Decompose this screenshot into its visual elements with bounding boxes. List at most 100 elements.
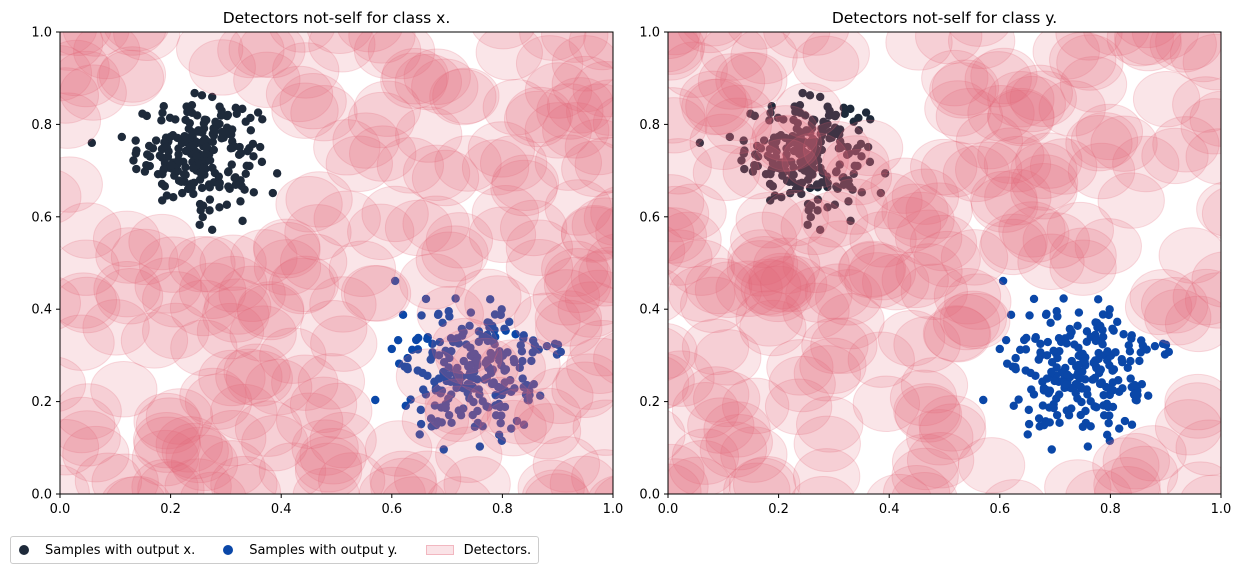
data-point-y bbox=[1127, 420, 1137, 429]
detector-circle bbox=[668, 138, 712, 195]
data-point-x bbox=[791, 184, 801, 194]
data-point-y bbox=[1043, 337, 1053, 347]
detector-circle bbox=[980, 213, 1048, 271]
detector-circle bbox=[588, 475, 613, 494]
detector-circle bbox=[60, 32, 112, 56]
detector-circle bbox=[1191, 251, 1221, 308]
data-point-y bbox=[426, 355, 435, 364]
data-point-y bbox=[1102, 399, 1112, 409]
data-point-x bbox=[836, 143, 845, 153]
data-point-x bbox=[797, 164, 806, 173]
data-point-y bbox=[1094, 348, 1103, 358]
data-point-y bbox=[1130, 380, 1139, 390]
plot-left: 0.0 0.2 0.4 0.6 0.8 1.0 0.0 0.2 0.4 0.6 0.8 1.0 Dete… bbox=[31, 9, 623, 517]
detector-circle bbox=[95, 227, 163, 284]
detector-circle bbox=[104, 32, 169, 52]
data-point-y bbox=[1089, 358, 1098, 367]
data-point-y bbox=[1108, 324, 1117, 333]
detector-circle bbox=[1029, 138, 1098, 195]
detector-circle bbox=[861, 253, 930, 311]
detector-circle bbox=[943, 292, 1011, 350]
data-point-x bbox=[830, 111, 840, 121]
detector-circle bbox=[668, 356, 690, 410]
data-point-y bbox=[470, 422, 480, 431]
data-point-x bbox=[838, 173, 847, 183]
detector-circle bbox=[970, 170, 1038, 228]
detector-circle bbox=[204, 278, 272, 335]
data-point-x bbox=[184, 124, 194, 134]
detector-circle bbox=[532, 269, 601, 326]
data-point-y bbox=[529, 336, 538, 345]
data-point-x bbox=[801, 127, 811, 136]
detector-circle bbox=[384, 199, 453, 257]
data-point-y bbox=[431, 383, 441, 393]
detector-circle bbox=[583, 32, 613, 69]
detector-circle bbox=[744, 265, 812, 323]
data-point-y bbox=[1046, 318, 1055, 327]
detector-circle bbox=[271, 354, 339, 411]
data-point-y bbox=[465, 321, 474, 330]
detector-circle bbox=[361, 185, 429, 243]
data-point-y bbox=[1052, 410, 1062, 420]
data-point-y bbox=[534, 345, 543, 354]
data-point-x bbox=[193, 127, 203, 136]
detector-circle bbox=[353, 32, 422, 79]
legend: Samples with output x. Samples with outp… bbox=[10, 536, 540, 564]
detector-circle bbox=[1114, 32, 1182, 72]
detector-circle bbox=[891, 433, 960, 491]
x-tick-label: 0.4 bbox=[271, 502, 292, 517]
data-point-y bbox=[1001, 335, 1011, 345]
detector-circle bbox=[91, 453, 159, 494]
data-point-y bbox=[998, 276, 1008, 286]
detector-circle bbox=[74, 452, 143, 494]
data-point-x bbox=[822, 172, 831, 181]
detector-circle bbox=[801, 191, 869, 248]
data-point-y bbox=[509, 354, 518, 364]
detector-circle bbox=[668, 323, 698, 380]
detector-circle bbox=[272, 42, 340, 99]
detector-circle bbox=[590, 186, 613, 241]
detector-circle bbox=[376, 137, 444, 194]
detector-circle bbox=[668, 32, 701, 60]
detector-circle bbox=[328, 240, 397, 297]
data-point-y bbox=[1034, 414, 1044, 423]
detector-circle bbox=[292, 467, 360, 494]
detector-circle bbox=[668, 174, 705, 231]
data-point-y bbox=[1103, 347, 1112, 356]
data-point-y bbox=[1016, 345, 1025, 355]
detector-circle bbox=[60, 314, 115, 371]
detector-circle bbox=[217, 32, 285, 79]
data-point-x bbox=[181, 163, 190, 172]
detector-circle bbox=[238, 32, 306, 79]
data-point-x bbox=[205, 206, 214, 215]
detector-circle bbox=[979, 218, 1047, 276]
data-point-x bbox=[214, 172, 223, 181]
detector-circle bbox=[576, 79, 613, 136]
data-point-y bbox=[1062, 380, 1071, 389]
data-point-x bbox=[196, 168, 205, 177]
detector-circle bbox=[479, 399, 547, 457]
detector-circle bbox=[921, 49, 989, 107]
detector-circle bbox=[801, 317, 869, 375]
data-point-y bbox=[416, 405, 426, 415]
detector-circle bbox=[99, 32, 167, 56]
detector-circle bbox=[1164, 295, 1221, 353]
data-point-x bbox=[844, 149, 854, 158]
detector-circle bbox=[727, 229, 795, 286]
detector-circle bbox=[1140, 277, 1209, 334]
detector-circle bbox=[920, 141, 989, 198]
detector-circle bbox=[1017, 233, 1085, 290]
data-point-x bbox=[181, 115, 190, 125]
detector-circle bbox=[60, 44, 93, 102]
detector-circle bbox=[1180, 98, 1221, 155]
detector-circle bbox=[891, 168, 960, 225]
detector-circle bbox=[522, 469, 589, 494]
detector-circle bbox=[170, 434, 239, 492]
detector-circle bbox=[668, 265, 736, 323]
detector-circle bbox=[586, 233, 613, 289]
detector-circle bbox=[213, 463, 282, 494]
data-point-x bbox=[777, 193, 786, 202]
detector-circle bbox=[697, 53, 766, 110]
detector-circle bbox=[95, 268, 164, 325]
detector-circle bbox=[1175, 419, 1221, 476]
